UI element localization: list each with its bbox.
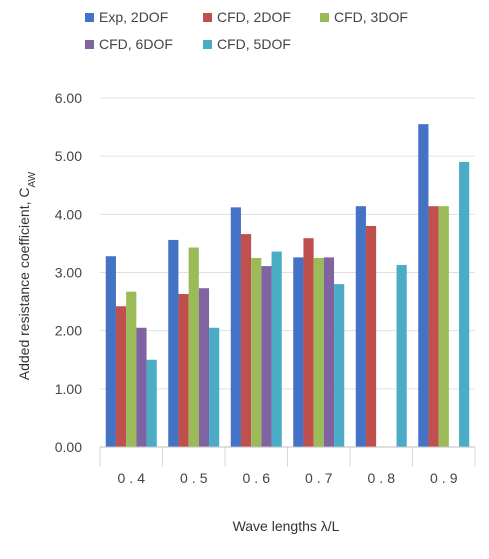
bar [418, 124, 429, 448]
legend-label: CFD, 5DOF [217, 36, 291, 52]
x-tick-label: 0.5 [180, 470, 211, 486]
y-tick-label: 6.00 [55, 90, 82, 106]
bar [115, 306, 127, 447]
legend-label: CFD, 3DOF [334, 9, 408, 25]
legend-label: CFD, 2DOF [217, 9, 291, 25]
legend-swatch [320, 13, 329, 22]
legend-item: Exp, 2DOF [85, 9, 168, 25]
y-axis-title-subscript: AW [27, 171, 38, 187]
legend-item: CFD, 2DOF [203, 9, 291, 25]
x-tick-label: 0.7 [305, 470, 336, 486]
y-tick-label: 0.00 [55, 439, 82, 455]
y-tick-label: 1.00 [55, 381, 82, 397]
bar [459, 161, 470, 447]
bars [105, 124, 470, 448]
legend-swatch [203, 40, 212, 49]
bar [168, 239, 179, 447]
bar [428, 206, 439, 447]
legend-swatch [85, 40, 94, 49]
y-axis-title-main: Added resistance coefficient, C [16, 188, 32, 381]
x-axis-tick-labels: 0.4 0.5 0.6 0.7 0.8 0.9 [118, 470, 461, 486]
legend-label: Exp, 2DOF [99, 9, 168, 25]
bar [230, 207, 241, 447]
bar [355, 206, 366, 447]
bar [303, 238, 314, 447]
bar [251, 257, 262, 447]
bar [126, 291, 137, 447]
bar [396, 264, 407, 447]
bar [313, 257, 324, 447]
bar [438, 206, 449, 447]
bar [188, 247, 199, 447]
gridlines [100, 97, 475, 390]
y-axis-title: Added resistance coefficient, CAW [16, 171, 38, 380]
legend-swatch [203, 13, 212, 22]
y-tick-label: 3.00 [55, 265, 82, 281]
bar [198, 288, 210, 447]
x-axis-title: Wave lengths λ/L [233, 518, 340, 534]
bar [293, 257, 304, 447]
legend-item: CFD, 3DOF [320, 9, 408, 25]
bar [323, 257, 335, 447]
bar [261, 266, 272, 447]
legend: Exp, 2DOF CFD, 2DOF CFD, 3DOF CFD, 6DOF CFD,… [85, 9, 408, 52]
bar [365, 225, 377, 447]
bar [146, 359, 157, 447]
y-tick-label: 2.00 [55, 323, 82, 339]
y-tick-label: 5.00 [55, 148, 82, 164]
bar [334, 284, 345, 447]
category-dividers [99, 447, 476, 467]
x-tick-label: 0.4 [118, 470, 149, 486]
y-axis-tick-labels: 0.00 1.00 2.00 3.00 4.00 5.00 6.00 [55, 90, 82, 455]
legend-label: CFD, 6DOF [99, 36, 173, 52]
bar [209, 327, 220, 447]
legend-swatch [85, 13, 94, 22]
y-tick-label: 4.00 [55, 206, 82, 222]
bar [136, 327, 147, 447]
bar [271, 251, 282, 447]
bar [240, 234, 252, 447]
x-tick-label: 0.8 [368, 470, 399, 486]
x-tick-label: 0.9 [430, 470, 461, 486]
bar [178, 294, 189, 447]
bar [105, 256, 116, 447]
x-tick-label: 0.6 [243, 470, 274, 486]
legend-item: CFD, 5DOF [203, 36, 291, 52]
legend-item: CFD, 6DOF [85, 36, 173, 52]
